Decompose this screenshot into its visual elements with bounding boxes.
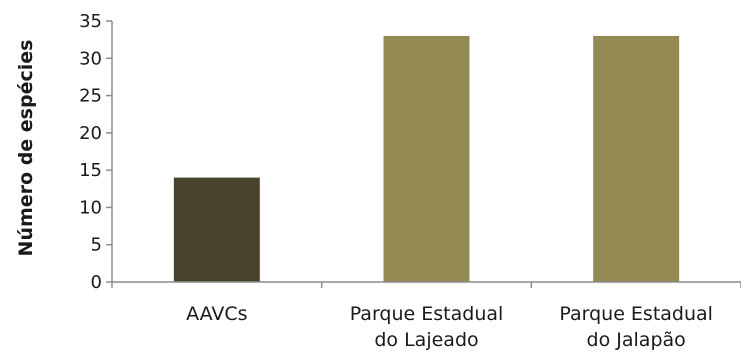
y-axis-title: Número de espécies xyxy=(15,40,37,257)
bars xyxy=(173,35,680,282)
y-tick-label: 30 xyxy=(79,48,102,69)
y-tick-label: 15 xyxy=(79,160,102,181)
y-axis: 0 5 10 15 20 25 30 35 xyxy=(79,11,113,293)
y-tick-label: 35 xyxy=(79,11,102,32)
x-category-label: Parque Estadual do Jalapão xyxy=(559,303,713,351)
bar xyxy=(383,35,470,282)
x-category-label: Parque Estadual do Lajeado xyxy=(350,303,504,351)
y-tick-label: 10 xyxy=(79,197,102,218)
y-tick-label: 20 xyxy=(79,123,102,144)
bar xyxy=(593,35,680,282)
y-tick-label: 25 xyxy=(79,86,102,107)
x-axis: AAVCs Parque Estadual do Lajeado Parque Est… xyxy=(111,281,741,351)
x-category-label: AAVCs xyxy=(186,303,247,325)
bar xyxy=(173,177,260,282)
y-tick-label: 5 xyxy=(91,235,102,256)
y-tick-label: 0 xyxy=(91,272,102,293)
